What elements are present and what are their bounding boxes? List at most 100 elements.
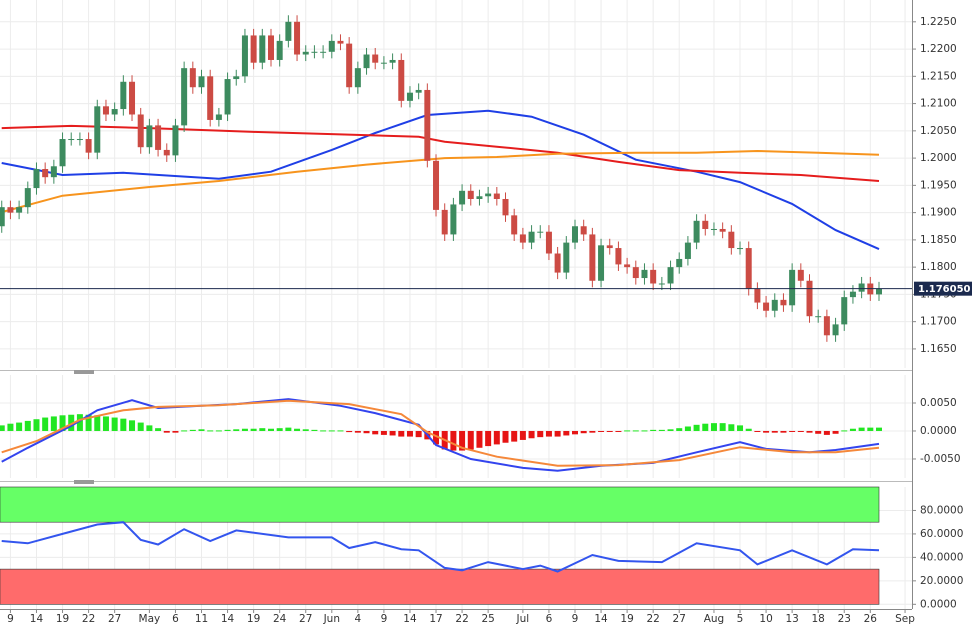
candle-body — [224, 79, 231, 115]
candle-body — [172, 125, 179, 156]
macd-histogram-bar — [493, 430, 500, 445]
candle-body — [780, 299, 787, 306]
candle-body — [606, 245, 613, 249]
macd-histogram-bar — [823, 430, 830, 435]
candle-body — [102, 106, 109, 115]
macd-histogram-bar — [354, 430, 361, 433]
x-tick-label: 27 — [673, 613, 686, 625]
candle-body — [754, 288, 761, 303]
x-tick-label: 4 — [355, 613, 362, 625]
candle-body — [441, 209, 448, 235]
macd-histogram-bar — [554, 430, 561, 437]
macd-histogram-bar — [50, 416, 57, 431]
candle-body — [823, 316, 830, 336]
macd-histogram-bar — [433, 430, 440, 445]
candle-body — [519, 234, 526, 243]
x-tick-label: 9 — [381, 613, 388, 625]
candle-body — [267, 35, 274, 60]
macd-histogram-bar — [728, 424, 735, 431]
candle-body — [372, 54, 379, 63]
candle-body — [528, 231, 535, 243]
macd-histogram-bar — [771, 430, 778, 433]
macd-histogram-bar — [389, 430, 396, 436]
candle-body — [511, 215, 518, 235]
candle-body — [763, 302, 770, 311]
candle-body — [120, 81, 127, 110]
macd-histogram-bar — [207, 430, 214, 432]
macd-histogram-bar — [302, 429, 309, 431]
candle-body — [702, 220, 709, 229]
macd-histogram-bar — [7, 423, 14, 431]
candle-body — [337, 40, 344, 44]
resize-handle[interactable] — [74, 480, 94, 484]
x-tick-label: 9 — [572, 613, 579, 625]
candle-body — [311, 51, 318, 53]
y-tick-label: 1.1700 — [920, 316, 957, 328]
candle-body — [16, 207, 23, 213]
y-tick-label: 1.1800 — [920, 261, 957, 273]
candle-body — [59, 139, 66, 167]
candle-body — [24, 188, 31, 208]
y-tick-label: 20.0000 — [920, 575, 963, 587]
macd-histogram-bar — [528, 430, 535, 439]
macd-histogram-bar — [867, 427, 874, 431]
macd-histogram-bar — [0, 425, 5, 431]
macd-histogram-bar — [632, 430, 639, 432]
y-tick-label: 60.0000 — [920, 528, 963, 540]
x-tick-label: 9 — [7, 613, 14, 625]
candle-body — [50, 166, 57, 178]
macd-histogram-bar — [875, 427, 882, 431]
macd-histogram-bar — [33, 419, 40, 431]
candle-body — [129, 81, 136, 115]
candle-body — [294, 21, 301, 55]
x-tick-label: 5 — [737, 613, 744, 625]
candle-body — [580, 226, 587, 235]
x-tick-label: Jul — [516, 613, 530, 625]
candle-body — [94, 106, 101, 153]
candle-body — [433, 160, 440, 210]
macd-histogram-bar — [650, 429, 657, 431]
macd-histogram-bar — [146, 425, 153, 431]
candle-body — [363, 54, 370, 69]
candle-body — [571, 226, 578, 243]
candle-body — [502, 198, 509, 216]
macd-histogram-bar — [68, 414, 75, 431]
indicator-line — [1, 149, 880, 214]
macd-histogram-bar — [780, 430, 787, 433]
macd-histogram-bar — [676, 428, 683, 431]
candle-body — [467, 190, 474, 199]
macd-histogram-bar — [754, 430, 761, 432]
x-tick-label: 25 — [481, 613, 494, 625]
candle-body — [155, 125, 162, 150]
candle-body — [693, 220, 700, 243]
macd-histogram-bar — [233, 429, 240, 431]
macd-histogram-bar — [832, 430, 839, 434]
y-tick-label: 1.1950 — [920, 179, 957, 191]
candle-body — [650, 269, 657, 284]
macd-histogram-bar — [684, 426, 691, 431]
candle-body — [797, 269, 804, 281]
candle-body — [554, 253, 561, 273]
x-tick-label: 23 — [838, 613, 851, 625]
macd-histogram-bar — [719, 423, 726, 431]
candle-body — [198, 76, 205, 88]
candle-body — [76, 139, 83, 141]
y-tick-label: 1.2200 — [920, 43, 957, 55]
macd-histogram-bar — [571, 430, 578, 435]
macd-histogram-bar — [745, 428, 752, 431]
candle-body — [771, 299, 778, 311]
candle-body — [42, 169, 49, 178]
candle-body — [285, 21, 292, 41]
macd-histogram-bar — [129, 420, 136, 431]
x-tick-label: 13 — [785, 613, 798, 625]
y-tick-label: 1.2150 — [920, 70, 957, 82]
macd-histogram-bar — [16, 422, 23, 431]
candle-body — [667, 267, 674, 284]
x-tick-label: 19 — [56, 613, 69, 625]
candle-body — [598, 245, 605, 281]
candle-body — [250, 35, 257, 63]
resize-handle[interactable] — [74, 370, 94, 374]
macd-histogram-bar — [849, 428, 856, 431]
y-tick-label: 1.2100 — [920, 98, 957, 110]
